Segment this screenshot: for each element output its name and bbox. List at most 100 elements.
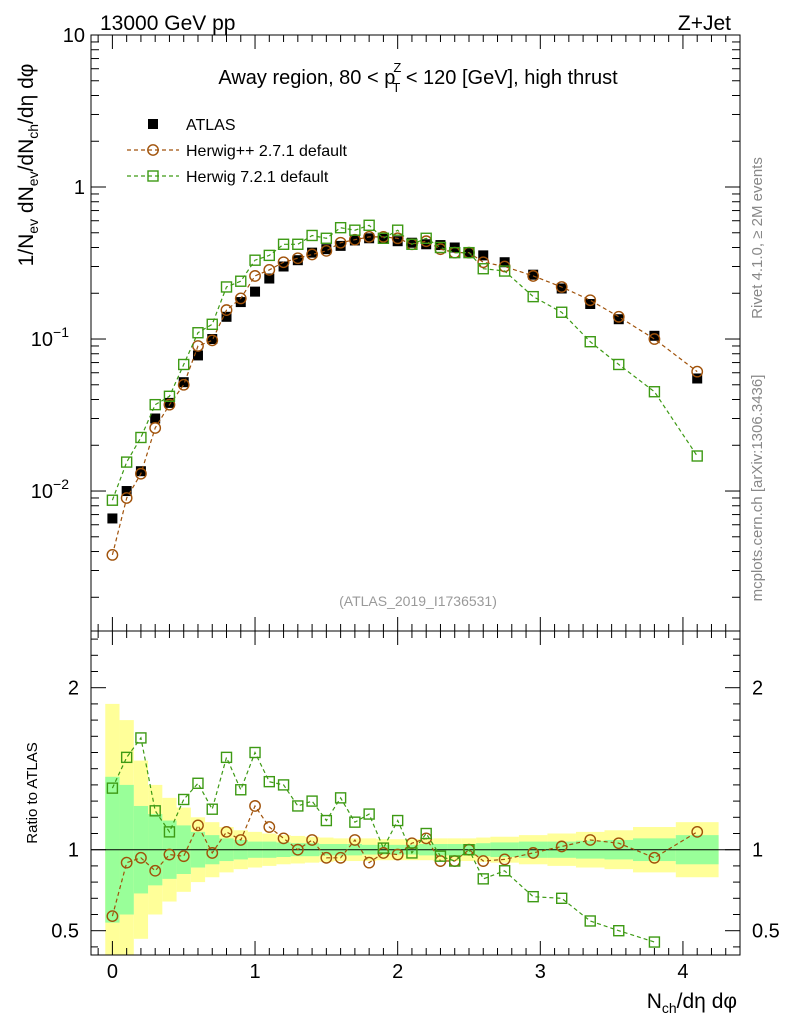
x-tick-label: 2 bbox=[392, 961, 403, 983]
herwig-2-7-1-default-ratio-point bbox=[220, 825, 233, 838]
atlas-point bbox=[335, 240, 346, 251]
herwig-7-2-1-default-point bbox=[691, 450, 703, 462]
herwig-7-2-1-default-point bbox=[477, 263, 489, 275]
herwig-7-2-1-default-point bbox=[263, 249, 275, 262]
title-text-pre: Away region, 80 < p bbox=[218, 67, 395, 89]
herwig-7-2-1-default-ratio-point bbox=[556, 892, 568, 904]
herwig-7-2-1-default-ratio-point bbox=[477, 873, 489, 885]
atlas-point bbox=[107, 513, 118, 524]
herwig-7-2-1-default-ratio-point bbox=[149, 805, 161, 817]
atlas-point bbox=[613, 314, 624, 325]
herwig-2-7-1-default-ratio-point bbox=[277, 832, 290, 845]
herwig-2-7-1-default-point bbox=[584, 294, 597, 307]
atlas-point bbox=[349, 235, 360, 246]
herwig-2-7-1-default-point bbox=[477, 256, 490, 269]
atlas-point bbox=[435, 240, 446, 251]
herwig-2-7-1-default-point bbox=[249, 270, 261, 282]
main-y-tick-label: 10−2 bbox=[31, 476, 69, 503]
herwig-2-7-1-default-point bbox=[206, 334, 219, 347]
tick-exponent: −2 bbox=[53, 476, 69, 492]
herwig-7-2-1-default-ratio-point bbox=[263, 775, 275, 788]
herwig-7-2-1-default-point bbox=[420, 232, 432, 244]
herwig-7-2-1-default-point bbox=[149, 398, 161, 411]
herwig-7-2-1-default-ratio-line bbox=[111, 736, 655, 943]
atlas-point bbox=[406, 237, 417, 248]
herwig-2-7-1-default-ratio-point bbox=[263, 821, 276, 833]
ylabel-sub-ch: ch bbox=[25, 124, 41, 139]
herwig-2-7-1-default-ratio-point bbox=[348, 834, 361, 846]
herwig-2-7-1-default-line bbox=[111, 236, 698, 556]
atlas-point bbox=[321, 244, 332, 255]
atlas-point bbox=[499, 257, 510, 268]
ylabel-part-2: dN bbox=[15, 186, 38, 219]
legend-marker bbox=[147, 170, 159, 182]
ratio-y-tick-label-right: 2 bbox=[752, 678, 763, 700]
herwig-7-2-1-default-point bbox=[120, 456, 133, 468]
herwig-7-2-1-default-point bbox=[192, 327, 204, 339]
atlas-point bbox=[392, 236, 403, 247]
ylabel-part-1: 1/N bbox=[15, 234, 38, 267]
herwig-7-2-1-default-ratio-point bbox=[613, 925, 625, 937]
herwig-2-7-1-default-point bbox=[527, 270, 540, 282]
herwig-7-2-1-default-ratio-point bbox=[320, 814, 333, 827]
xlabel-sub-ch: ch bbox=[662, 1000, 677, 1016]
atlas-point bbox=[378, 233, 389, 244]
herwig-7-2-1-default-point bbox=[349, 224, 361, 236]
atlas-point bbox=[221, 311, 232, 322]
herwig-7-2-1-default-line bbox=[111, 224, 698, 501]
herwig-7-2-1-default-point bbox=[277, 238, 290, 250]
herwig-7-2-1-default-point bbox=[613, 358, 625, 371]
herwig-7-2-1-default-ratio-point bbox=[235, 784, 247, 796]
herwig-7-2-1-default-ratio-point bbox=[220, 751, 233, 764]
herwig-7-2-1-default-ratio-point bbox=[135, 732, 147, 744]
ratio-plot-content bbox=[91, 703, 740, 955]
herwig-7-2-1-default-ratio-point bbox=[420, 827, 432, 840]
xlabel-part-1: N bbox=[647, 990, 662, 1013]
x-tick-label: 4 bbox=[677, 961, 688, 983]
title-text-post: < 120 [GeV], high thrust bbox=[400, 67, 618, 89]
atlas-point bbox=[585, 298, 596, 309]
herwig-2-7-1-default-point bbox=[277, 256, 290, 269]
legend-entry-label: Herwig 7.2.1 default bbox=[186, 169, 329, 186]
herwig-2-7-1-default-point bbox=[120, 492, 133, 504]
x-tick-label: 1 bbox=[249, 961, 260, 983]
herwig-7-2-1-default-ratio-point bbox=[349, 816, 361, 828]
atlas-point bbox=[121, 486, 132, 497]
herwig-2-7-1-default-point bbox=[106, 549, 119, 561]
herwig-2-7-1-default-point bbox=[320, 244, 333, 257]
herwig-2-7-1-default-ratio-point bbox=[234, 834, 247, 846]
herwig-7-2-1-default-ratio-point bbox=[292, 800, 304, 812]
atlas-point bbox=[250, 286, 261, 297]
herwig-2-7-1-default-ratio-point bbox=[498, 853, 511, 866]
legend: ATLAS Herwig++ 2.7.1 default Herwig 7.2.1 … bbox=[127, 117, 348, 186]
herwig-2-7-1-default-ratio-point bbox=[120, 856, 133, 869]
tick-base: 10 bbox=[31, 329, 53, 351]
herwig-7-2-1-default-ratio-point bbox=[306, 795, 318, 807]
herwig-7-2-1-default-point bbox=[498, 265, 511, 277]
ratio-y-tick-label: 0.5 bbox=[51, 921, 79, 943]
ylabel-sub-ev-1: ev bbox=[25, 219, 41, 234]
herwig-7-2-1-default-point bbox=[406, 238, 418, 250]
herwig-2-7-1-default-ratio-point bbox=[320, 851, 333, 864]
title-text-sup: Z bbox=[393, 60, 401, 75]
legend-entry-label: ATLAS bbox=[186, 117, 236, 134]
atlas-point bbox=[207, 334, 218, 345]
main-y-tick-label: 10−1 bbox=[31, 324, 69, 351]
herwig-2-7-1-default-point bbox=[555, 281, 568, 293]
ratio-plot-panel: 0.5 0.5 1 1 2 2 0 1 2 3 4 Ratio to ATLAS Nch/dη dφ bbox=[24, 630, 780, 1016]
herwig-2-7-1-default-ratio-point bbox=[306, 834, 318, 846]
herwig-7-2-1-default-ratio-point bbox=[249, 746, 261, 759]
x-axis-label: Nch/dη dφ bbox=[647, 990, 737, 1016]
atlas-point bbox=[264, 273, 275, 284]
legend-marker bbox=[148, 119, 158, 129]
herwig-2-7-1-default-ratio-point bbox=[106, 910, 119, 923]
herwig-7-2-1-default-ratio-point bbox=[106, 782, 119, 794]
analysis-id-label: (ATLAS_2019_I1736531) bbox=[339, 593, 497, 609]
herwig-7-2-1-default-ratio-point bbox=[527, 890, 539, 903]
herwig-7-2-1-default-ratio-point bbox=[449, 855, 461, 867]
energy-label: 13000 GeV pp bbox=[100, 12, 235, 35]
ratio-y-axis-label: Ratio to ATLAS bbox=[24, 742, 41, 843]
herwig-2-7-1-default-point bbox=[391, 232, 404, 245]
ylabel-sub-ev-2: ev bbox=[25, 171, 41, 186]
atlas-point bbox=[292, 255, 303, 266]
